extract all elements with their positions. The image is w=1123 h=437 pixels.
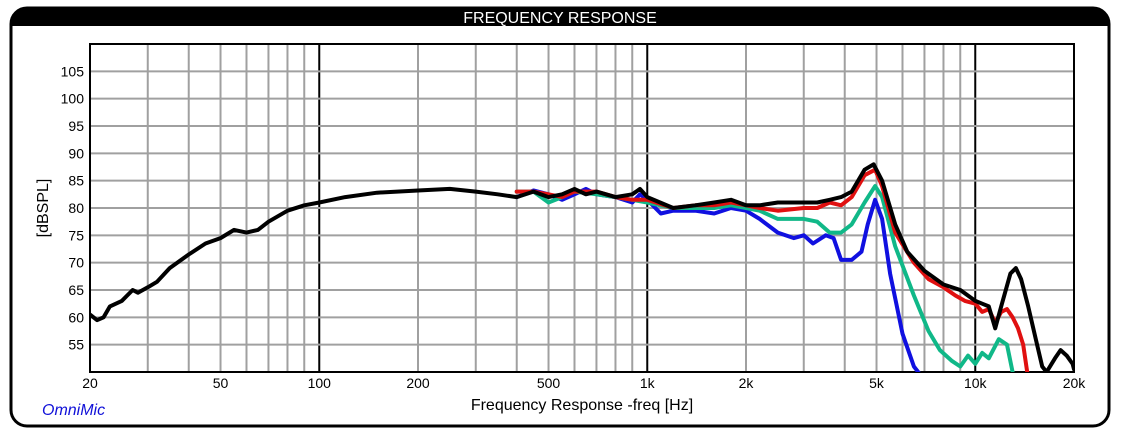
x-tick-label: 20	[82, 375, 98, 391]
brand-label: OmniMic	[42, 402, 105, 419]
y-tick-labels: 55 60 65 70 75 80 85 90 95 100 105	[61, 63, 85, 352]
title-bar	[11, 8, 1109, 26]
y-tick-label: 95	[68, 118, 84, 134]
y-tick-label: 75	[68, 227, 84, 243]
x-tick-label: 10k	[964, 375, 988, 391]
x-tick-label: 5k	[869, 375, 885, 391]
x-tick-label: 500	[537, 375, 561, 391]
x-axis-label: Frequency Response -freq [Hz]	[471, 397, 693, 414]
y-tick-label: 90	[68, 145, 84, 161]
x-tick-labels: 20 50 100 200 500 1k 2k 5k 10k 20k	[82, 375, 1086, 391]
y-tick-label: 105	[61, 63, 85, 79]
x-tick-label: 1k	[640, 375, 656, 391]
x-tick-label: 20k	[1063, 375, 1087, 391]
x-tick-label: 100	[308, 375, 332, 391]
response-curves	[90, 162, 1074, 372]
y-tick-label: 85	[68, 173, 84, 189]
x-tick-label: 2k	[739, 375, 755, 391]
y-tick-label: 65	[68, 282, 84, 298]
y-tick-label: 70	[68, 255, 84, 271]
y-tick-label: 80	[68, 200, 84, 216]
y-axis-label: [dBSPL]	[35, 179, 52, 238]
response-curve-4	[90, 162, 1074, 372]
x-tick-label: 50	[213, 375, 229, 391]
y-tick-label: 60	[68, 309, 84, 325]
grid	[90, 44, 1074, 372]
y-tick-label: 55	[68, 337, 84, 353]
plot-area-border	[89, 43, 1075, 373]
x-tick-label: 200	[406, 375, 430, 391]
y-tick-label: 100	[61, 91, 85, 107]
chart-title: FREQUENCY RESPONSE	[463, 10, 657, 27]
